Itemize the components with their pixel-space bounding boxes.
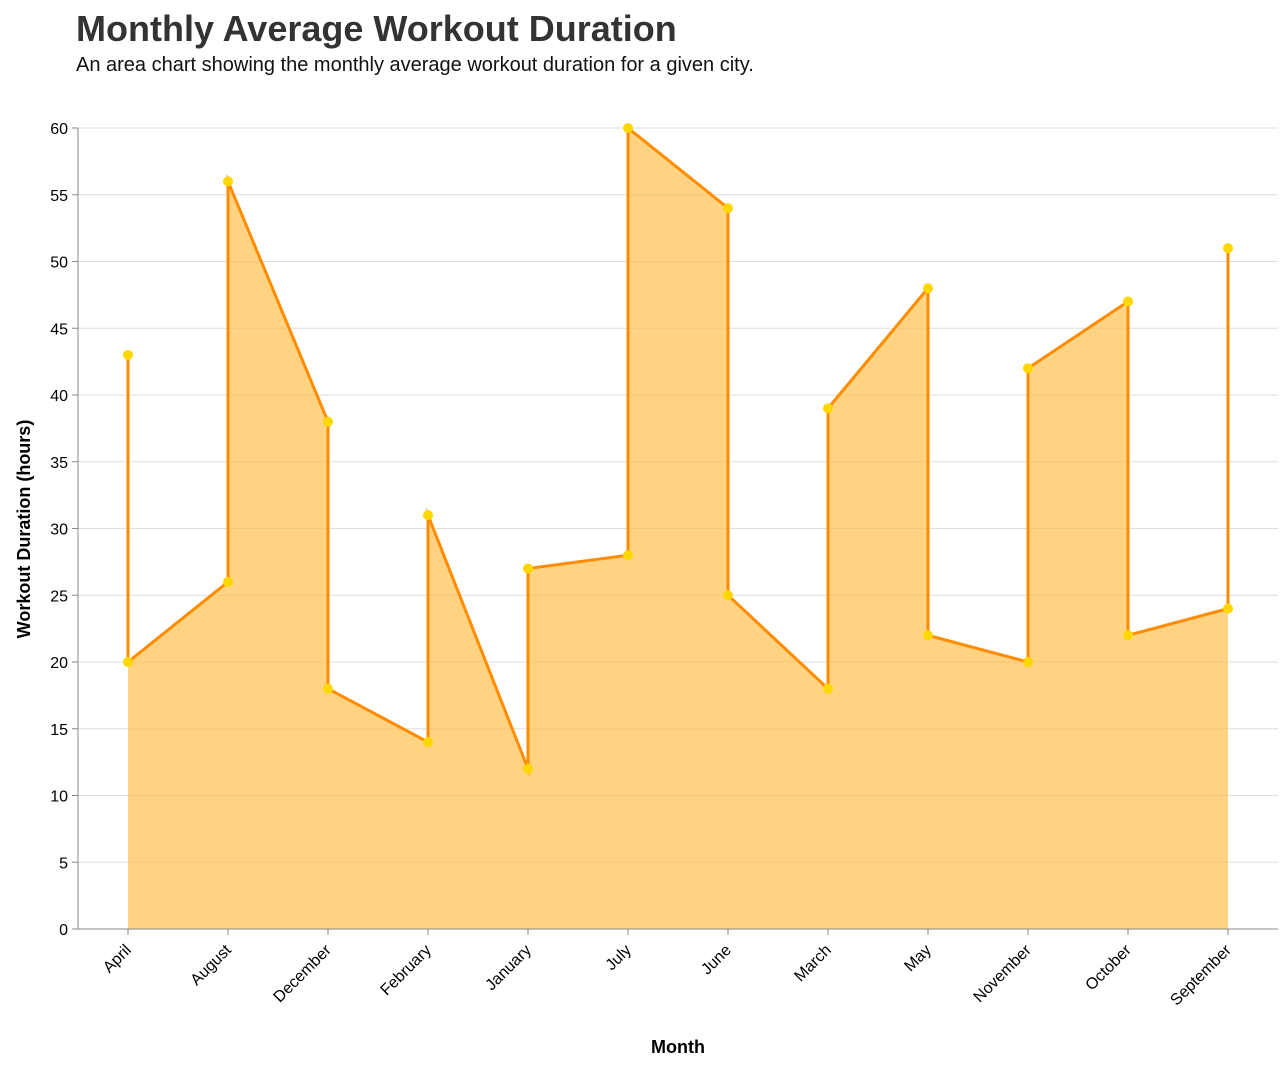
data-point (723, 590, 733, 601)
y-tick-label: 0 (59, 922, 68, 939)
y-axis-title: Workout Duration (hours) (14, 420, 34, 639)
data-point (523, 763, 533, 774)
area-segment (628, 128, 728, 929)
y-tick-label: 5 (59, 855, 68, 872)
area-segment (128, 581, 228, 929)
data-point (823, 403, 833, 414)
area-segment (328, 688, 428, 929)
area-segment (1028, 301, 1128, 929)
x-tick-label: November (971, 941, 1036, 1006)
data-point (123, 349, 133, 360)
area-segment (428, 515, 528, 929)
data-point (1223, 243, 1233, 254)
data-point (223, 576, 233, 587)
data-point (1223, 603, 1233, 614)
y-tick-label: 40 (50, 388, 68, 405)
x-tick-label: July (603, 942, 635, 974)
y-tick-label: 55 (50, 188, 68, 205)
data-point (1023, 363, 1033, 374)
data-point (323, 683, 333, 694)
data-point (1123, 630, 1133, 641)
x-tick-label: June (698, 942, 735, 979)
line-layer (126, 124, 1230, 777)
y-tick-label: 45 (50, 321, 68, 338)
chart-subtitle: An area chart showing the monthly averag… (76, 54, 754, 76)
area-segment (1128, 608, 1228, 929)
y-tick-label: 20 (50, 655, 68, 672)
x-tick-label: April (100, 942, 135, 977)
point-layer (123, 123, 1233, 774)
data-point (723, 203, 733, 214)
data-point (623, 550, 633, 561)
data-point (323, 416, 333, 427)
area-segment (728, 595, 828, 929)
area-segment (928, 635, 1028, 929)
data-point (823, 683, 833, 694)
x-tick-label: December (271, 941, 336, 1006)
data-point (423, 737, 433, 748)
data-point (1123, 296, 1133, 307)
data-point (223, 176, 233, 187)
x-tick-label: May (901, 942, 934, 975)
area-layer (128, 128, 1228, 929)
area-segment (228, 181, 328, 929)
data-point (523, 563, 533, 574)
data-point (923, 630, 933, 641)
data-point (423, 510, 433, 521)
chart-title: Monthly Average Workout Duration (76, 8, 677, 49)
y-tick-label: 10 (50, 789, 68, 806)
y-tick-label: 25 (50, 588, 68, 605)
series-line (126, 124, 1230, 777)
area-segment (828, 288, 928, 929)
y-tick-label: 15 (50, 722, 68, 739)
x-tick-label: January (483, 942, 535, 994)
data-point (1023, 657, 1033, 667)
x-tick-label: August (188, 941, 236, 989)
x-tick-label: October (1083, 941, 1136, 994)
y-tick-label: 35 (50, 455, 68, 472)
data-point (923, 283, 933, 294)
y-tick-label: 50 (50, 255, 68, 272)
x-tick-label: March (791, 942, 834, 985)
x-tick-label: February (378, 942, 435, 999)
area-segment (528, 555, 628, 929)
y-tick-label: 30 (50, 522, 68, 539)
x-tick-label: September (1167, 941, 1235, 1009)
x-axis-title: Month (651, 1037, 705, 1057)
y-tick-label: 60 (50, 121, 68, 138)
data-point (123, 657, 133, 667)
data-point (623, 123, 633, 133)
